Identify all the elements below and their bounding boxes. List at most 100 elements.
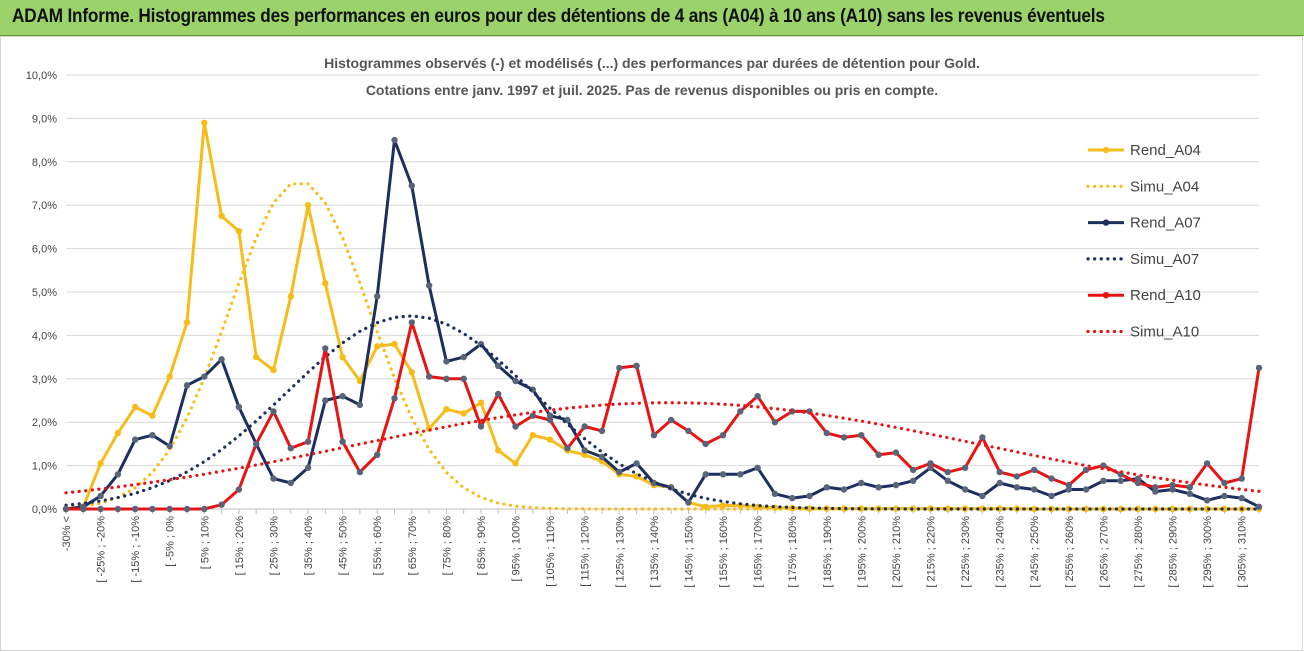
- x-tick-label: [ 35% ; 40%: [303, 516, 315, 576]
- data-point: [166, 442, 173, 450]
- legend-label: Rend_A07: [1130, 215, 1201, 232]
- data-point: [944, 468, 951, 476]
- data-point: [460, 353, 467, 361]
- data-point: [546, 436, 554, 443]
- data-point: [771, 419, 779, 426]
- y-tick-label: 9,0%: [32, 113, 57, 125]
- data-point: [979, 434, 986, 441]
- data-point: [443, 358, 450, 365]
- data-point: [201, 119, 208, 126]
- data-point: [1238, 475, 1245, 482]
- data-point: [529, 432, 536, 439]
- x-tick-label: [ 305% ; 310%: [1237, 516, 1249, 588]
- chart-subtitle-line2: Cotations entre janv. 1997 et juil. 2025…: [366, 82, 938, 98]
- data-point: [1031, 505, 1038, 513]
- data-point: [356, 468, 364, 476]
- data-point: [166, 373, 173, 380]
- y-tick-label: 1,0%: [32, 461, 57, 473]
- data-point: [460, 375, 467, 382]
- x-tick-label: [ 85% ; 90%: [476, 516, 488, 576]
- legend-marker: [1102, 219, 1110, 226]
- data-point: [1203, 460, 1211, 467]
- data-point: [1255, 503, 1263, 510]
- x-tick-label: [ 185% ; 190%: [822, 516, 834, 588]
- data-point: [858, 479, 865, 487]
- x-tick-label: [ 165% ; 170%: [753, 516, 765, 588]
- data-point: [97, 492, 104, 500]
- data-point: [270, 475, 277, 482]
- data-point: [1013, 473, 1021, 480]
- legend-marker: [1102, 146, 1110, 154]
- data-point: [425, 373, 433, 380]
- data-point: [1221, 479, 1228, 487]
- data-point: [132, 505, 139, 513]
- data-point: [80, 505, 87, 513]
- data-point: [477, 399, 485, 406]
- series-line-simu-a10: [64, 401, 1261, 495]
- data-point: [1221, 492, 1228, 500]
- series-line-rend-a07: [65, 138, 1260, 511]
- data-point: [979, 492, 986, 500]
- x-tick-label: [ 255% ; 260%: [1064, 516, 1076, 588]
- x-tick-label: [ 145% ; 150%: [683, 516, 695, 588]
- x-tick-label: [ 115% ; 120%: [580, 516, 592, 587]
- data-point: [114, 429, 122, 437]
- data-point: [304, 202, 312, 209]
- x-tick-label: [ 225% ; 230%: [960, 516, 972, 588]
- y-tick-label: 5,0%: [32, 287, 57, 299]
- data-point: [840, 434, 848, 441]
- data-point: [201, 505, 208, 513]
- data-point: [581, 423, 588, 430]
- data-point: [1048, 475, 1055, 482]
- series-lines: [62, 119, 1263, 513]
- data-point: [754, 464, 761, 471]
- x-tick-label: [ -15% ; -10%: [130, 516, 142, 583]
- legend-label: Simu_A07: [1130, 251, 1199, 268]
- x-tick-label: [ -25% ; -20%: [96, 516, 108, 583]
- data-point: [304, 438, 312, 445]
- data-point: [183, 382, 191, 389]
- data-point: [1117, 505, 1124, 513]
- data-point: [443, 375, 450, 382]
- data-point: [495, 447, 502, 454]
- data-point: [391, 395, 398, 402]
- chart-frame: [0, 36, 1303, 651]
- legend-label: Simu_A10: [1130, 324, 1199, 341]
- data-point: [339, 393, 346, 400]
- data-point: [218, 356, 225, 363]
- data-point: [374, 293, 381, 300]
- data-point: [287, 445, 294, 452]
- data-point: [581, 451, 588, 458]
- data-point: [823, 429, 830, 437]
- data-point: [149, 412, 156, 419]
- data-point: [1082, 466, 1090, 474]
- x-tick-label: [ 105% ; 110%: [545, 516, 557, 587]
- x-tick-label: [ 245% ; 250%: [1029, 516, 1041, 588]
- data-point: [1203, 497, 1211, 504]
- y-tick-label: 8,0%: [32, 157, 57, 169]
- data-point: [737, 471, 744, 478]
- data-point: [789, 494, 796, 502]
- x-tick-label: [ 265% ; 270%: [1098, 516, 1110, 588]
- chart-subtitle-line1: Histogrammes observés (-) et modélisés (…: [324, 55, 980, 71]
- data-point: [771, 490, 779, 497]
- data-point: [1238, 494, 1245, 502]
- data-point: [840, 486, 848, 493]
- data-point: [685, 427, 692, 435]
- series-line-simu-a04: [64, 182, 1261, 511]
- data-point: [702, 471, 709, 478]
- data-point: [339, 438, 346, 445]
- data-point: [304, 464, 312, 471]
- data-point: [1013, 484, 1021, 491]
- report-title: ADAM Informe. Histogrammes des performan…: [12, 6, 1105, 27]
- data-point: [495, 362, 502, 369]
- data-point: [737, 408, 744, 415]
- data-point: [356, 401, 364, 408]
- data-point: [961, 486, 969, 493]
- x-tick-label: [ 15% ; 20%: [234, 516, 246, 576]
- data-point: [1169, 505, 1176, 513]
- data-point: [253, 353, 260, 361]
- data-point: [287, 479, 294, 487]
- data-point: [910, 477, 917, 484]
- data-point: [235, 486, 243, 493]
